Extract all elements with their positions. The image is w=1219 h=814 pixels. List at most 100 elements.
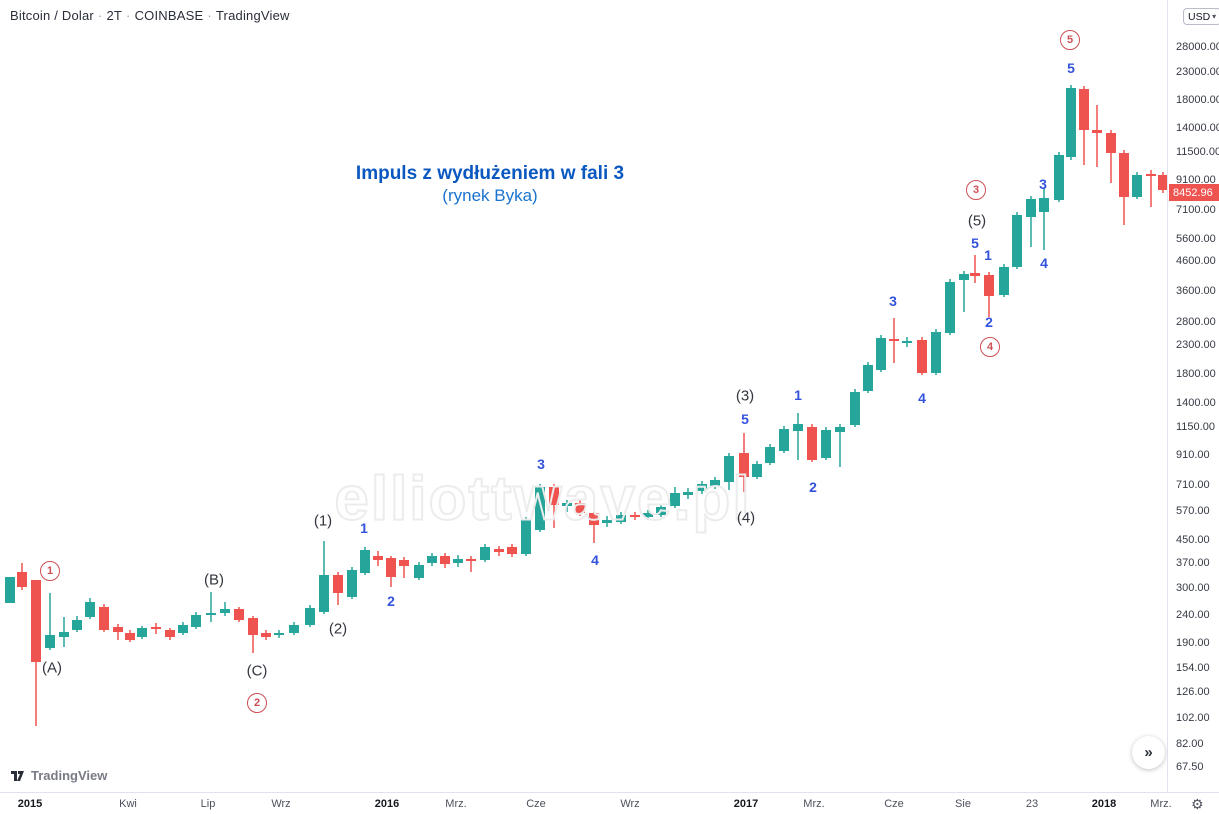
price-axis-tick: 240.00 — [1176, 609, 1210, 621]
candle-body — [1054, 155, 1064, 200]
candle-body — [710, 480, 720, 486]
candle — [616, 512, 626, 524]
candle-body — [616, 515, 626, 522]
candle-body — [724, 456, 734, 482]
candle — [289, 622, 299, 635]
candle-body — [386, 558, 396, 577]
candle — [779, 426, 789, 453]
candle — [5, 577, 15, 603]
tradingview-logo-text: TradingView — [31, 768, 108, 783]
candle — [970, 255, 980, 283]
time-axis-tick: 2016 — [374, 798, 400, 810]
candle — [917, 337, 927, 375]
exchange-label: COINBASE — [134, 8, 204, 23]
candle-body — [113, 627, 123, 632]
candle-body — [494, 549, 504, 552]
candle — [1119, 150, 1129, 225]
symbol-name[interactable]: Bitcoin / Dolar — [10, 8, 94, 23]
time-axis-tick: 2015 — [17, 798, 43, 810]
candle-body — [602, 520, 612, 523]
candle-body — [779, 429, 789, 451]
price-axis-tick: 154.00 — [1176, 662, 1210, 674]
candle-body — [305, 608, 315, 625]
candle — [125, 630, 135, 642]
gear-icon[interactable]: ⚙ — [1191, 796, 1204, 812]
price-axis-tick: 14000.00 — [1176, 122, 1219, 134]
candle-body — [220, 609, 230, 613]
candle — [710, 477, 720, 489]
candle-body — [151, 627, 161, 629]
candle-body — [970, 273, 980, 276]
price-axis-tick: 82.00 — [1176, 738, 1204, 750]
candle-body — [643, 513, 653, 517]
time-axis-tick: 2017 — [733, 798, 759, 810]
candle-body — [234, 609, 244, 620]
expand-button[interactable]: » — [1132, 736, 1165, 769]
price-axis-tick: 5600.00 — [1176, 233, 1216, 245]
time-axis-tick: Mrz. — [445, 798, 467, 810]
price-axis-tick: 3600.00 — [1176, 285, 1216, 297]
candle-body — [917, 340, 927, 373]
candle — [113, 624, 123, 640]
candle-body — [1066, 88, 1076, 157]
candle — [399, 557, 409, 578]
price-axis-tick: 126.00 — [1176, 686, 1210, 698]
candle — [165, 628, 175, 640]
candlestick-plot[interactable] — [0, 0, 1167, 792]
candle — [137, 626, 147, 639]
currency-selector[interactable]: USD ▾ — [1183, 8, 1219, 25]
candle-body — [399, 560, 409, 566]
candle — [1054, 152, 1064, 202]
candle-body — [85, 602, 95, 617]
price-axis[interactable]: USD ▾ 8452.96 28000.00 23000.00 18000.00 14… — [1167, 0, 1219, 792]
price-axis-tick: 102.00 — [1176, 712, 1210, 724]
candle-body — [697, 484, 707, 491]
candle-body — [1158, 175, 1167, 190]
price-axis-tick: 300.00 — [1176, 582, 1210, 594]
candle — [521, 517, 531, 556]
candle-body — [931, 332, 941, 373]
candle-body — [535, 487, 545, 530]
symbol-legend[interactable]: Bitcoin / Dolar · 2T · COINBASE · TradingView — [10, 8, 290, 23]
candle — [1106, 130, 1116, 183]
time-axis-tick: Cze — [526, 798, 546, 810]
candle-body — [5, 577, 15, 603]
candle-body — [1092, 130, 1102, 133]
candle — [17, 563, 27, 590]
candle-body — [1012, 215, 1022, 267]
candle-body — [589, 513, 599, 525]
time-axis-tick: Sie — [955, 798, 971, 810]
tradingview-logo[interactable]: TradingView — [10, 768, 107, 783]
legend-separator: · — [126, 8, 131, 23]
candle-body — [45, 635, 55, 648]
price-axis-tick: 67.50 — [1176, 761, 1204, 773]
candle — [739, 433, 749, 492]
candle-body — [165, 630, 175, 637]
candle — [793, 413, 803, 460]
time-axis-tick: Wrz — [620, 798, 640, 810]
candle — [1039, 188, 1049, 250]
candle — [562, 500, 572, 512]
candle — [1079, 86, 1089, 165]
candle-body — [521, 520, 531, 554]
candle-body — [562, 503, 572, 506]
interval-label[interactable]: 2T — [106, 8, 123, 23]
candle-body — [984, 275, 994, 296]
chevron-down-icon: ▾ — [1212, 12, 1217, 21]
candle — [535, 484, 545, 532]
candle-body — [739, 453, 749, 477]
price-axis-tick: 2300.00 — [1176, 339, 1216, 351]
candle-body — [347, 570, 357, 597]
candle — [902, 337, 912, 347]
time-axis[interactable]: ⚙ 2015 Kwi Lip Wrz 2016 Mrz. Cze Wrz 2017 Mrz. Cze… — [0, 792, 1219, 814]
candle-body — [850, 392, 860, 425]
price-axis-tick: 910.00 — [1176, 449, 1210, 461]
candle-body — [1079, 89, 1089, 130]
candle — [889, 318, 899, 363]
candle-body — [945, 282, 955, 333]
candle — [45, 593, 55, 650]
candle-body — [902, 341, 912, 343]
candle — [807, 424, 817, 462]
candle-body — [466, 559, 476, 561]
